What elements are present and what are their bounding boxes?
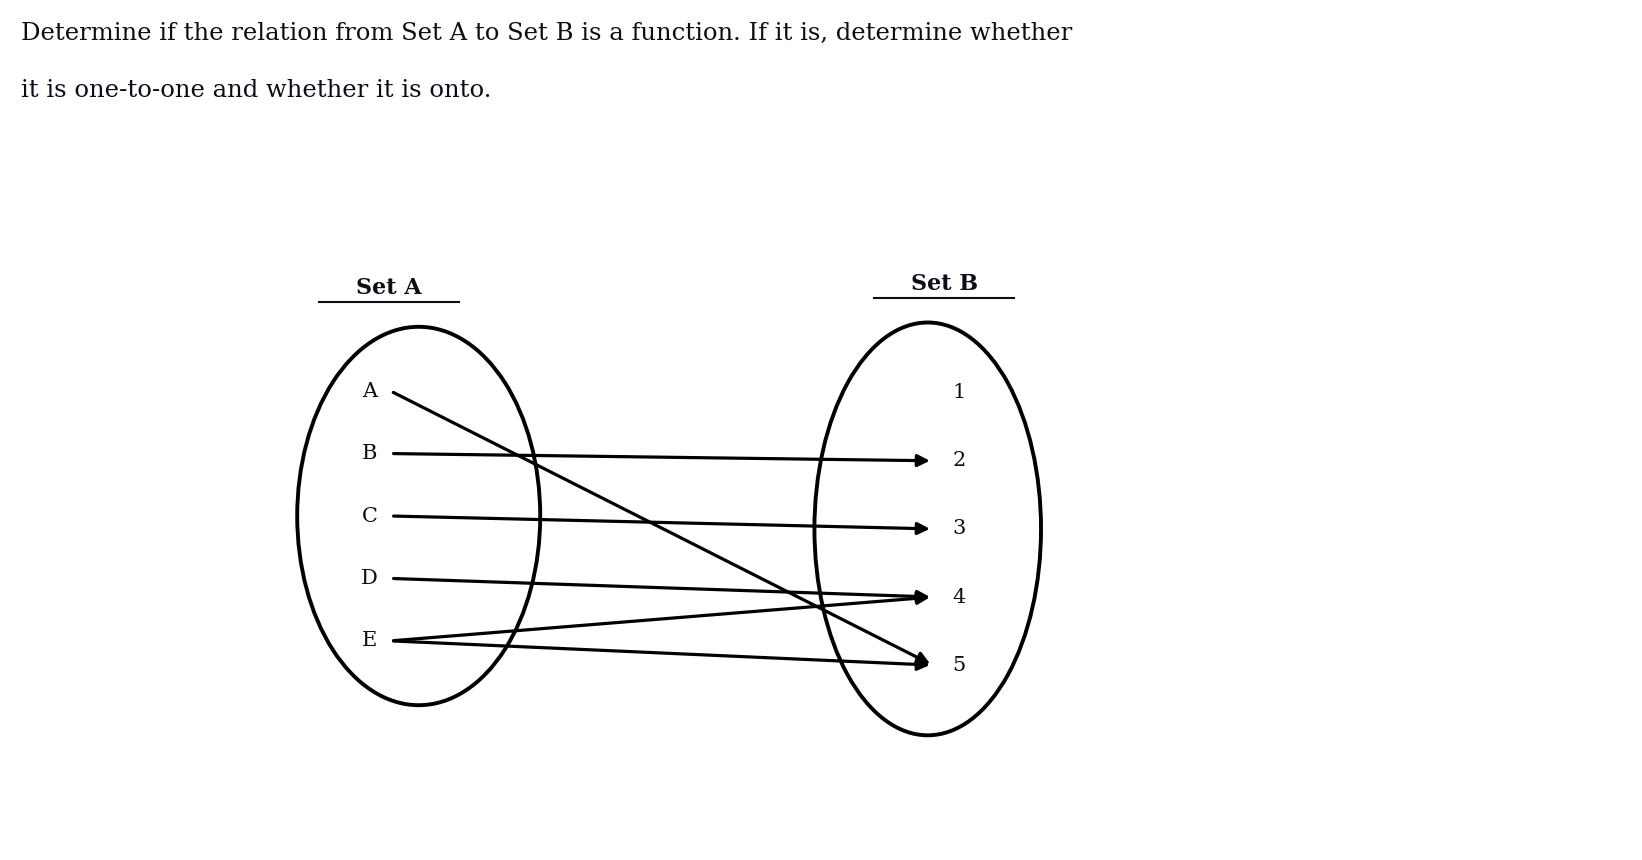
Text: C: C [361, 507, 378, 525]
Text: Determine if the relation from Set A to Set B is a function. If it is, determine: Determine if the relation from Set A to … [21, 22, 1072, 45]
Text: B: B [361, 444, 378, 463]
Text: it is one-to-one and whether it is onto.: it is one-to-one and whether it is onto. [21, 79, 491, 102]
Text: 4: 4 [952, 587, 965, 606]
Text: 2: 2 [952, 452, 965, 470]
Text: A: A [361, 382, 378, 401]
Text: E: E [361, 631, 378, 650]
Text: Set A: Set A [356, 277, 422, 299]
Text: 1: 1 [952, 384, 965, 402]
Text: D: D [361, 569, 378, 588]
Text: 5: 5 [952, 655, 965, 674]
Text: 3: 3 [952, 519, 965, 538]
Text: Set B: Set B [911, 273, 977, 295]
